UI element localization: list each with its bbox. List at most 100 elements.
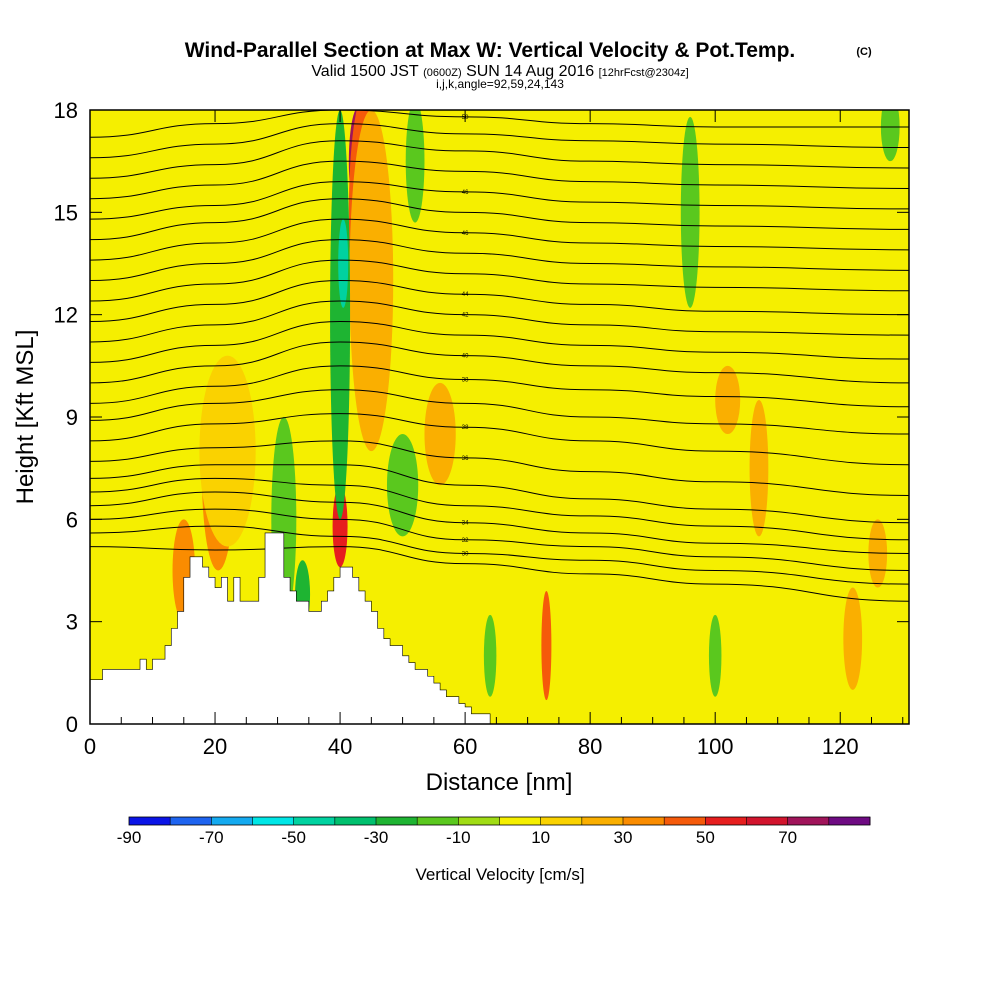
colorbar: [128, 816, 871, 826]
subtitle-forecast: [12hrFcst@2304z]: [599, 67, 689, 79]
velocity-cell-17: [680, 116, 700, 308]
isentrope-line-13: [90, 280, 909, 322]
isentrope-line-19: [90, 160, 909, 200]
x-tick-label: 40: [328, 734, 352, 759]
velocity-cell-6: [349, 110, 394, 452]
x-axis-ticks: 0 20 40 60 80 100 120: [84, 110, 859, 759]
x-tick-label: 20: [203, 734, 227, 759]
colorbar-swatch--80: [170, 817, 212, 825]
colorbar-swatch-80: [828, 817, 871, 825]
isentrope-contours: [90, 110, 909, 602]
colorbar-swatch-30: [623, 817, 665, 825]
isentrope-label-6: 36: [462, 456, 469, 462]
colorbar-swatch-50: [705, 817, 747, 825]
x-tick-label: 100: [697, 734, 734, 759]
isentrope-label-16: 46: [462, 231, 469, 237]
x-axis-minor-ticks: [120, 717, 904, 724]
colorbar-swatch-20: [581, 817, 624, 825]
colorbar-tick-label: 10: [531, 828, 550, 847]
isentrope-label-3: 34: [462, 521, 469, 527]
isentrope-line-4: [90, 477, 909, 541]
velocity-cell-12: [405, 110, 425, 223]
colorbar-tick-label: -70: [199, 828, 224, 847]
isentrope-line-20: [90, 140, 909, 179]
isentrope-line-15: [90, 239, 909, 282]
isentrope-label-9: 38: [462, 377, 469, 383]
y-tick-label: 3: [66, 610, 78, 635]
velocity-cell-20: [715, 365, 741, 435]
velocity-cell-13: [386, 434, 419, 537]
x-tick-label: 120: [822, 734, 859, 759]
isentrope-label-13: 44: [462, 292, 469, 298]
terrain-profile: [90, 532, 491, 724]
velocity-cell-19: [749, 399, 769, 537]
colorbar-swatch-60: [746, 817, 789, 825]
isentrope-line-7: [90, 413, 909, 466]
isentrope-line-1: [90, 525, 909, 585]
isentrope-label-2: 32: [462, 538, 469, 544]
isentrope-line-9: [90, 365, 909, 408]
subtitle-valid: Valid 1500 JST: [311, 63, 419, 80]
colorbar-tick-label: 70: [778, 828, 797, 847]
isentrope-line-3: [90, 491, 909, 554]
colorbar-tick-label: 30: [614, 828, 633, 847]
colorbar-label: Vertical Velocity [cm/s]: [415, 865, 584, 884]
colorbar-tick-label: -10: [446, 828, 471, 847]
isentrope-line-17: [90, 198, 909, 241]
isentrope-line-16: [90, 218, 909, 261]
velocity-cell-8: [330, 110, 351, 520]
y-tick-label: 12: [54, 303, 78, 328]
x-axis-label: Distance [nm]: [426, 769, 573, 796]
velocity-cell-22: [880, 110, 900, 162]
y-tick-label: 6: [66, 507, 78, 532]
isentrope-line-21: [90, 123, 909, 159]
isentrope-line-0: [90, 546, 909, 602]
chart-title: Wind-Parallel Section at Max W: Vertical…: [185, 39, 796, 62]
isentrope-line-12: [90, 300, 909, 343]
y-tick-label: 0: [66, 712, 78, 737]
colorbar-swatch--40: [334, 817, 377, 825]
velocity-cell-18: [708, 614, 722, 697]
y-tick-label: 18: [54, 98, 78, 123]
colorbar-tick-label: -30: [364, 828, 389, 847]
colorbar-swatch-0: [499, 817, 542, 825]
subtitle-indices: i,j,k,angle=92,59,24,143: [436, 77, 564, 91]
subtitle-date: SUN 14 Aug 2016: [466, 63, 594, 80]
colorbar-swatch--90: [129, 817, 171, 825]
isentrope-label-10: 40: [462, 354, 469, 360]
isentrope-label-12: 42: [462, 313, 469, 319]
colorbar-swatch--10: [458, 817, 500, 825]
velocity-cell-9: [338, 219, 349, 308]
colorbar-tick-label: -50: [281, 828, 306, 847]
isentrope-line-2: [90, 508, 909, 571]
isentrope-line-8: [90, 389, 909, 435]
isentrope-label-1: 30: [462, 551, 469, 557]
x-tick-label: 0: [84, 734, 96, 759]
isentrope-line-10: [90, 341, 909, 384]
isentrope-label-7: 38: [462, 425, 469, 431]
isentrope-line-18: [90, 181, 909, 220]
isentrope-label-18: 46: [462, 190, 469, 196]
colorbar-swatch-10: [540, 817, 583, 825]
y-axis-label: Height [Kft MSL]: [12, 330, 39, 505]
colorbar-swatch--20: [417, 817, 459, 825]
isentrope-line-11: [90, 320, 909, 363]
colorbar-tick-label: -90: [117, 828, 142, 847]
colorbar-swatch--60: [252, 817, 295, 825]
colorbar-tick-label: 50: [696, 828, 715, 847]
plot-area: 303234363838404244464650: [90, 110, 909, 724]
colorbar-swatch--50: [293, 817, 336, 825]
isentrope-line-6: [90, 440, 909, 496]
y-tick-label: 15: [54, 200, 78, 225]
subtitle-utc: (0600Z): [423, 67, 462, 79]
colorbar-swatch--70: [211, 817, 253, 825]
x-tick-label: 60: [453, 734, 477, 759]
copyright-mark: (C): [856, 46, 872, 58]
colorbar-swatch-40: [664, 817, 706, 825]
velocity-cell-15: [541, 590, 552, 701]
chart-subtitle: Valid 1500 JST (0600Z) SUN 14 Aug 2016 […: [311, 63, 688, 80]
isentrope-line-5: [90, 464, 909, 524]
